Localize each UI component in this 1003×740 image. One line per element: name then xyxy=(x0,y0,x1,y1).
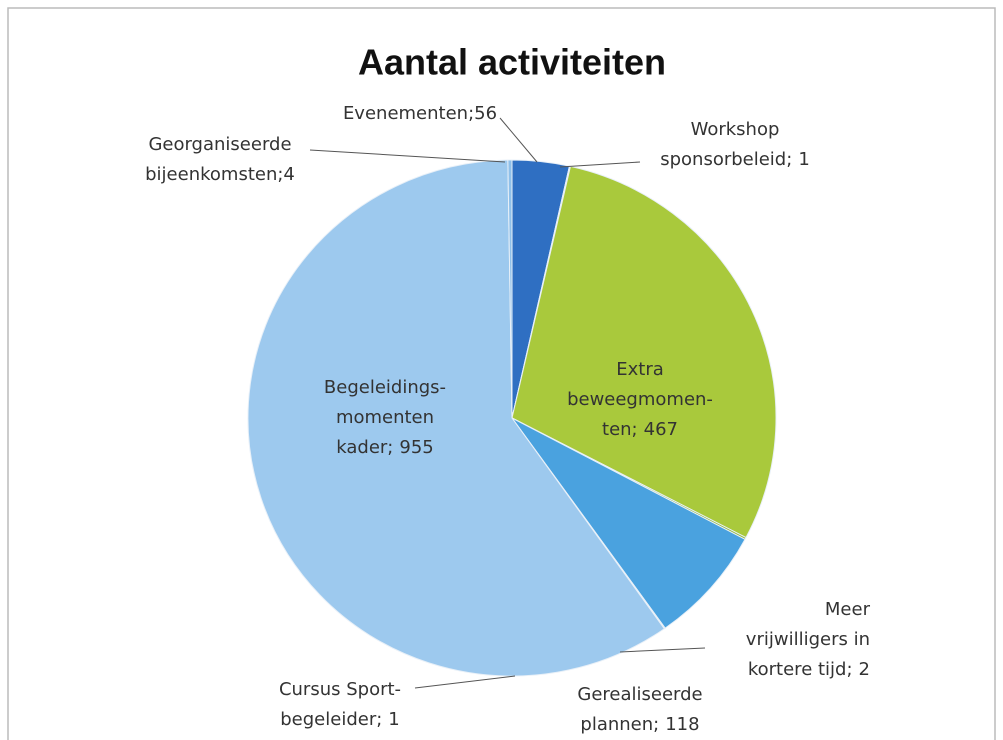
label-line: beweegmomen- xyxy=(567,389,713,410)
data-label: Meer vrijwilligers in kortere tijd; 2 xyxy=(746,599,871,680)
chart-title: Aantal activiteiten xyxy=(358,42,666,83)
label-line: Extra xyxy=(616,359,664,380)
label-line: Meer xyxy=(825,599,871,620)
data-label: Workshop sponsorbeleid; 1 xyxy=(660,119,810,170)
pie-slice xyxy=(511,417,746,629)
label-value: 4 xyxy=(283,164,294,185)
label-value: 56 xyxy=(474,103,497,124)
label-line: Evenementen; xyxy=(343,103,474,124)
data-label: Extra beweegmomen-ten; 467 xyxy=(567,359,713,440)
label-line: momenten xyxy=(336,407,434,428)
label-line: Begeleidings- xyxy=(324,377,446,398)
data-label: Evenementen;56 xyxy=(343,103,497,124)
label-line: kortere tijd; xyxy=(748,659,853,680)
label-line: Workshop xyxy=(691,119,780,140)
label-line: sponsorbeleid; xyxy=(660,149,792,170)
leader-line xyxy=(414,675,516,689)
label-line: bijeenkomsten; xyxy=(145,164,283,185)
data-label: Begeleidings-momenten kader; 955 xyxy=(324,377,446,458)
label-line: Gerealiseerde xyxy=(577,684,702,705)
label-line: plannen; xyxy=(580,714,659,735)
label-value: 467 xyxy=(644,419,678,440)
label-line: begeleider; xyxy=(280,709,382,730)
label-value: 1 xyxy=(798,149,809,170)
leader-line xyxy=(499,117,538,163)
leader-line xyxy=(559,161,641,168)
label-line: vrijwilligers in xyxy=(746,629,870,650)
label-value: 955 xyxy=(399,437,433,458)
chart-frame xyxy=(7,7,996,740)
label-line: ten; xyxy=(602,419,638,440)
pie-slice xyxy=(507,159,513,419)
data-label: Gerealiseerde plannen; 118 xyxy=(577,684,702,735)
label-line: Cursus Sport- xyxy=(279,679,401,700)
leader-line xyxy=(619,647,706,653)
label-value: 2 xyxy=(859,659,870,680)
label-line: Georganiseerde xyxy=(148,134,291,155)
label-value: 118 xyxy=(665,714,699,735)
data-label: Cursus Sport-begeleider; 1 xyxy=(279,679,401,730)
pie-slice xyxy=(247,159,666,677)
leader-line xyxy=(309,149,506,163)
pie-slice xyxy=(511,165,777,539)
label-value: 1 xyxy=(388,709,399,730)
data-label: Georganiseerde bijeenkomsten;4 xyxy=(145,134,295,185)
label-line: kader; xyxy=(336,437,393,458)
